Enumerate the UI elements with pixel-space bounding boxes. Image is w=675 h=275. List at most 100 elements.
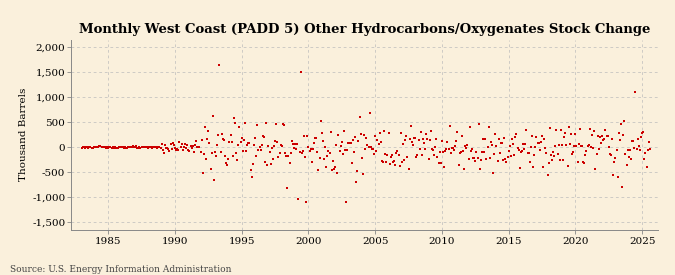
Point [77,145,88,149]
Point [434,149,445,154]
Point [238,148,248,153]
Point [219,138,230,142]
Point [185,144,196,148]
Point [550,144,561,148]
Point [585,126,595,131]
Point [169,146,180,150]
Point [147,144,158,149]
Point [102,145,113,149]
Point [449,148,460,153]
Point [485,156,495,161]
Point [501,160,512,164]
Point [551,128,562,132]
Point [444,123,455,128]
Point [387,153,398,157]
Point [645,147,655,151]
Point [133,145,144,150]
Point [169,143,180,147]
Point [629,145,640,150]
Point [558,158,568,162]
Point [526,134,537,138]
Point [248,161,259,166]
Point [385,155,396,160]
Point [137,145,148,149]
Point [109,145,120,150]
Point [587,133,597,137]
Point [588,145,599,150]
Point [305,146,316,151]
Point [289,145,300,150]
Point [624,148,635,152]
Point [165,142,176,146]
Point [284,161,295,165]
Point [370,134,381,138]
Point [332,170,343,175]
Point [589,128,599,133]
Point [346,141,356,145]
Point [530,145,541,149]
Point [545,153,556,157]
Point [427,148,438,152]
Point [180,142,190,147]
Point [213,133,223,138]
Point [453,163,464,167]
Point [533,141,544,146]
Point [618,133,628,138]
Point [464,125,475,130]
Point [288,142,298,147]
Point [234,125,245,129]
Point [114,145,125,149]
Point [186,146,197,150]
Point [94,144,105,148]
Point [617,185,628,189]
Point [117,145,128,149]
Point [123,145,134,150]
Point [566,151,577,156]
Point [525,145,536,150]
Point [603,145,614,149]
Y-axis label: Thousand Barrels: Thousand Barrels [19,88,28,182]
Point [292,142,302,146]
Point [113,145,124,150]
Point [377,159,387,163]
Point [392,149,403,153]
Point [121,145,132,150]
Point [542,173,553,177]
Point [573,142,584,146]
Point [571,143,582,148]
Point [261,121,271,125]
Point [562,164,573,168]
Point [286,139,297,143]
Point [425,138,435,142]
Point [279,123,290,127]
Point [539,137,549,141]
Point [319,157,329,162]
Point [203,129,214,133]
Point [85,145,96,149]
Point [379,129,389,133]
Point [207,150,217,155]
Point [485,140,496,145]
Point [148,145,159,149]
Point [140,144,151,149]
Point [643,148,653,152]
Point [196,138,207,143]
Point [591,152,602,156]
Point [181,146,192,150]
Point [590,167,601,171]
Point [132,145,142,150]
Point [301,200,312,204]
Point [321,165,331,169]
Point [403,167,414,172]
Point [461,145,472,150]
Point [626,157,637,161]
Point [490,132,501,136]
Point [621,162,632,167]
Point [333,133,344,138]
Point [470,159,481,163]
Point [111,146,122,150]
Point [293,197,304,201]
Point [130,145,140,149]
Point [351,179,362,184]
Point [389,163,400,167]
